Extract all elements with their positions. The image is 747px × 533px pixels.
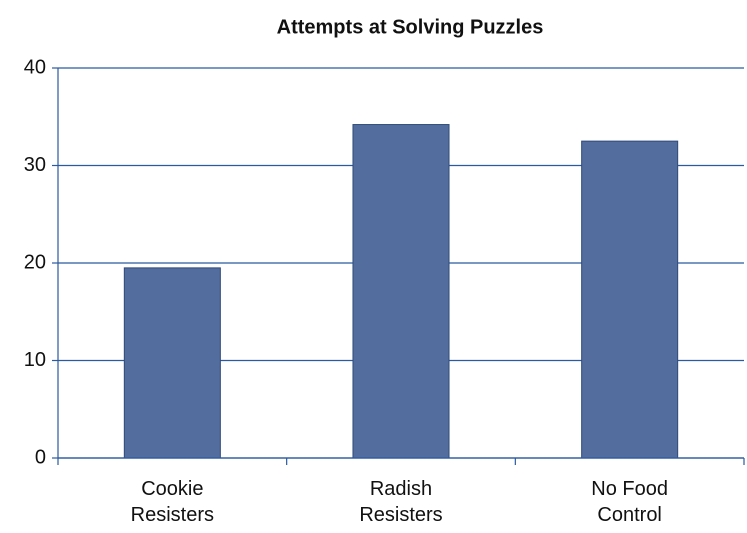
bar	[123, 267, 221, 459]
bar	[581, 140, 679, 459]
y-tick-label: 40	[24, 56, 46, 78]
x-tick-label: No Food Control	[591, 478, 669, 526]
y-tick-label: 10	[24, 349, 46, 371]
x-tick-label: Cookie Resisters	[130, 478, 214, 526]
y-tick-label: 30	[24, 154, 46, 176]
y-tick-label: 20	[24, 251, 46, 273]
bar	[352, 124, 450, 459]
chart-title: Attempts at Solving Puzzles	[277, 16, 544, 38]
y-tick-label: 0	[35, 446, 46, 468]
x-tick-label: Radish Resisters	[359, 478, 443, 526]
